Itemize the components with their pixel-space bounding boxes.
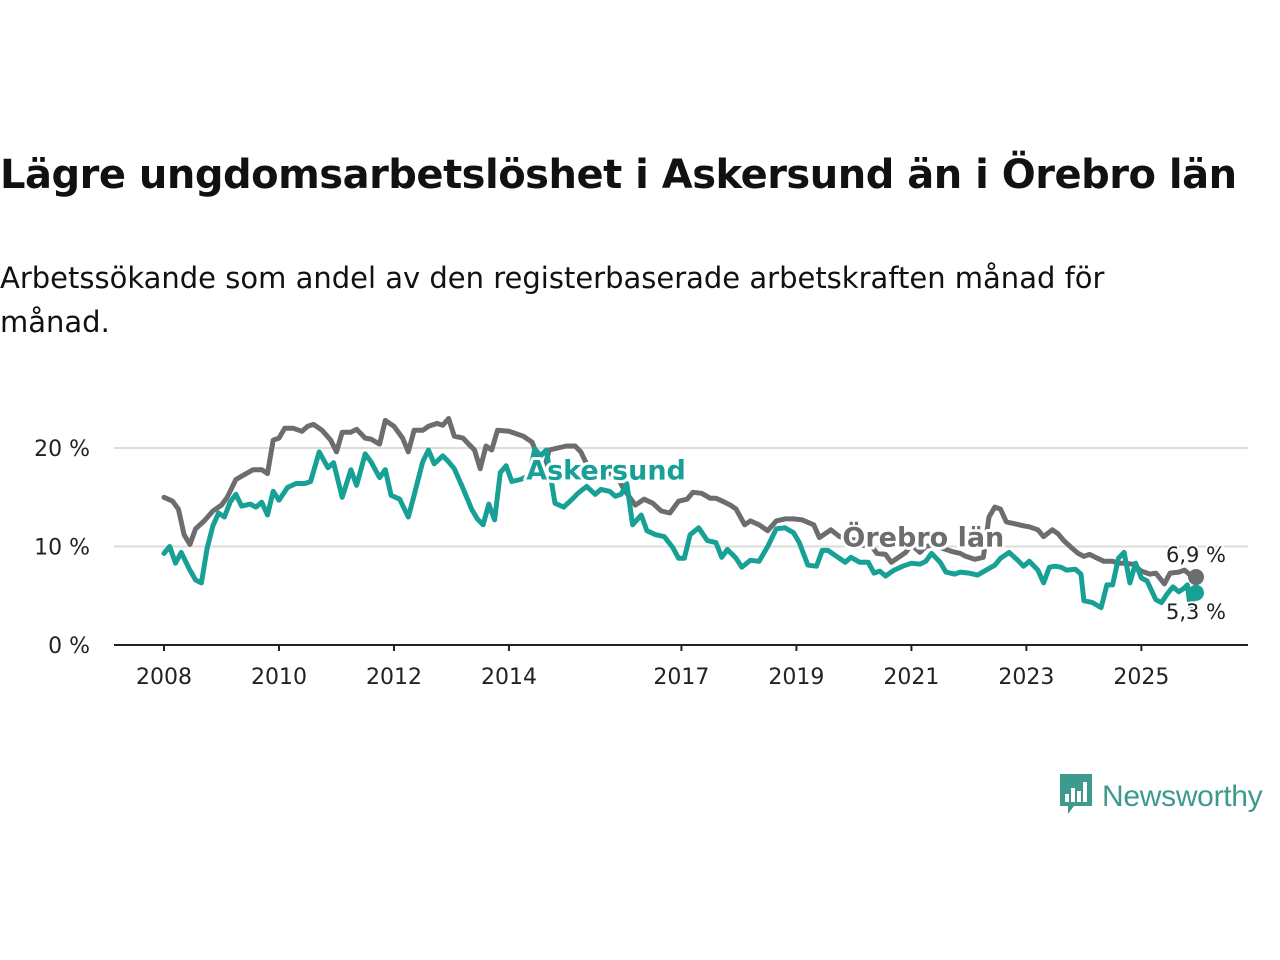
series-labels: Örebro län Askersund 6,9 % 5,3 %: [523, 453, 1228, 626]
x-tick-label: 2021: [883, 665, 939, 690]
x-tick-label: 2012: [366, 665, 422, 690]
y-tick-label: 20 %: [34, 437, 90, 462]
series-end-point: [1188, 584, 1204, 601]
y-tick-label: 10 %: [34, 536, 90, 561]
gridlines: [114, 447, 1248, 548]
series-line: [161, 446, 1199, 612]
axes: 0 % 10 % 20 % 2008 2010 2012 2014 2017 2019 2021 2…: [34, 437, 1248, 690]
x-tick-label: 2019: [768, 665, 824, 690]
x-tick-label: 2023: [998, 665, 1054, 690]
brand-logo: Newsworthy: [1058, 772, 1263, 822]
brand-name: Newsworthy: [1102, 780, 1263, 813]
x-tick-label: 2014: [481, 665, 537, 690]
end-value-label: 6,9 %: [1166, 543, 1226, 567]
chart-title: Lägre ungdomsarbetslöshet i Askersund än…: [0, 152, 1237, 198]
chart-subtitle: Arbetssökande som andel av den registerb…: [0, 261, 1105, 339]
x-tick-label: 2017: [653, 665, 709, 690]
y-tick-label: 0 %: [48, 634, 90, 659]
series-name-label: Örebro län: [842, 521, 1004, 554]
x-tick-label: 2008: [136, 665, 192, 690]
newsworthy-chart-icon: [1058, 772, 1094, 822]
series-lines: [161, 416, 1204, 612]
series-line: [161, 416, 1199, 587]
x-tick-label: 2010: [251, 665, 307, 690]
x-tick-label: 2025: [1113, 665, 1169, 690]
series-end-point: [1188, 569, 1204, 586]
series-name-label: Askersund: [526, 456, 686, 487]
end-value-label: 5,3 %: [1166, 600, 1226, 624]
